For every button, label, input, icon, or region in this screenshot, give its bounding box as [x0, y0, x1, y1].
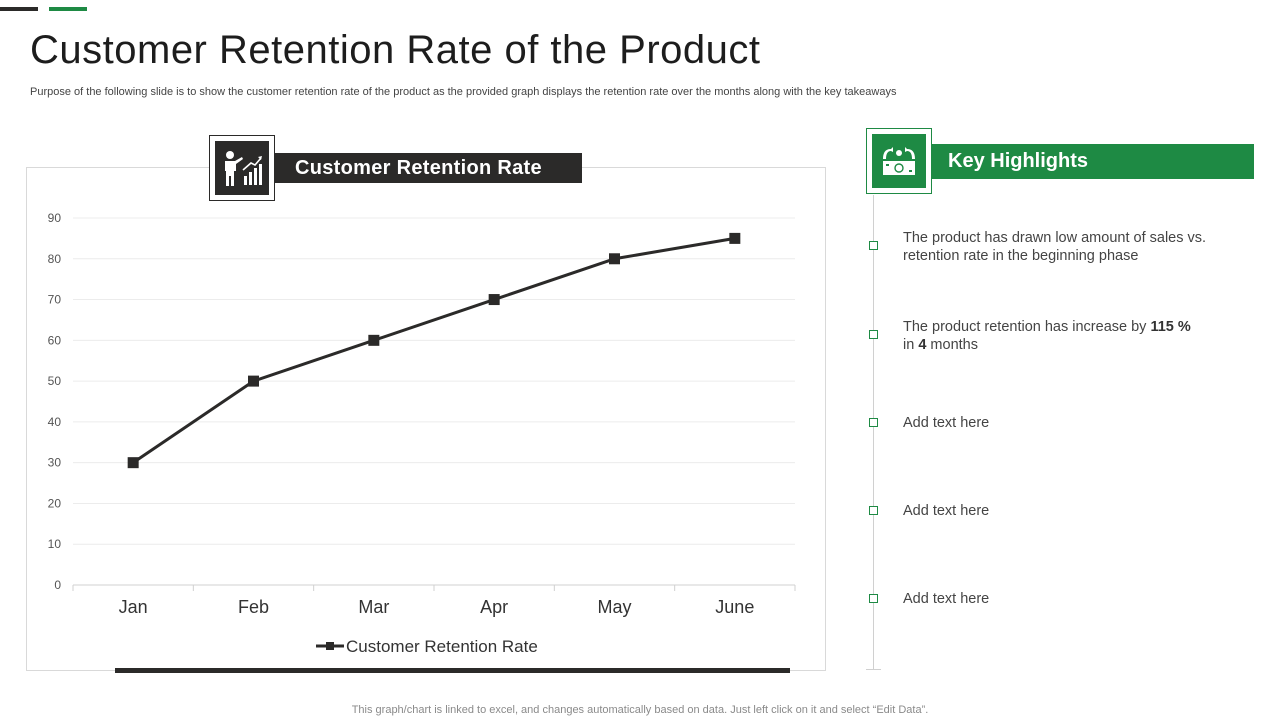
footer-note: This graph/chart is linked to excel, and… — [351, 704, 929, 716]
x-tick-label: Feb — [238, 597, 269, 617]
highlights-timeline — [873, 195, 874, 669]
y-tick-label: 0 — [54, 578, 61, 592]
highlights-icon-box — [866, 128, 932, 194]
x-tick-label: Mar — [358, 597, 389, 617]
y-tick-label: 50 — [48, 374, 62, 388]
highlight-item-2: The product retention has increase by 11… — [903, 318, 1223, 354]
highlight-item-2-percent: 115 % — [1150, 319, 1191, 335]
highlight-marker — [869, 594, 878, 603]
highlight-marker — [869, 241, 878, 250]
highlights-timeline-cap — [866, 669, 881, 670]
y-tick-label: 80 — [48, 252, 62, 266]
x-tick-label: June — [715, 597, 754, 617]
x-tick-label: May — [597, 597, 631, 617]
highlight-item-2-post: months — [926, 337, 978, 353]
chart-frame[interactable] — [26, 167, 826, 671]
data-point — [488, 294, 500, 306]
series-line — [132, 236, 736, 464]
accent-bar-dark — [0, 7, 38, 11]
chart-icon-box — [209, 135, 275, 201]
highlight-marker — [869, 418, 878, 427]
page-title: Customer Retention Rate of the Product — [30, 28, 761, 72]
chart-banner: Customer Retention Rate — [275, 153, 582, 183]
highlight-item-2-pre: The product retention has increase by — [903, 319, 1151, 335]
data-point — [127, 457, 139, 469]
money-exchange-icon — [883, 147, 915, 175]
data-point — [248, 375, 259, 387]
y-tick-label: 10 — [48, 537, 62, 551]
presenter-growth-chart-icon — [225, 151, 262, 186]
legend-label: Customer Retention Rate — [346, 637, 538, 656]
y-tick-label: 90 — [48, 211, 62, 225]
highlight-marker — [869, 506, 878, 515]
highlight-item-1: The product has drawn low amount of sale… — [903, 230, 1207, 264]
x-tick-label: Jan — [119, 597, 148, 617]
highlight-item-3: Add text here — [903, 415, 990, 431]
highlight-marker — [869, 330, 878, 339]
data-point — [729, 232, 741, 244]
x-tick-label: Apr — [480, 597, 508, 617]
data-point — [609, 253, 620, 265]
y-tick-label: 70 — [48, 293, 62, 307]
accent-bar-green — [49, 7, 87, 11]
highlight-item-4: Add text here — [903, 503, 990, 519]
data-point — [368, 334, 380, 346]
y-tick-label: 60 — [48, 333, 62, 347]
highlight-item-2-mid: in — [903, 337, 919, 353]
highlight-item-2-months: 4 — [918, 337, 927, 353]
line-chart[interactable]: 0 10 20 30 40 50 60 70 80 90 Jan Feb Mar Apr May June Cu… — [26, 167, 826, 671]
y-tick-label: 30 — [48, 456, 62, 470]
page-subtitle: Purpose of the following slide is to sho… — [30, 86, 897, 98]
y-tick-label: 40 — [48, 415, 62, 429]
y-tick-label: 20 — [48, 496, 62, 510]
highlight-item-5: Add text here — [903, 591, 990, 607]
highlights-banner: Key Highlights — [932, 144, 1254, 179]
chart-bottom-bar — [115, 668, 790, 673]
legend-marker — [326, 642, 334, 650]
